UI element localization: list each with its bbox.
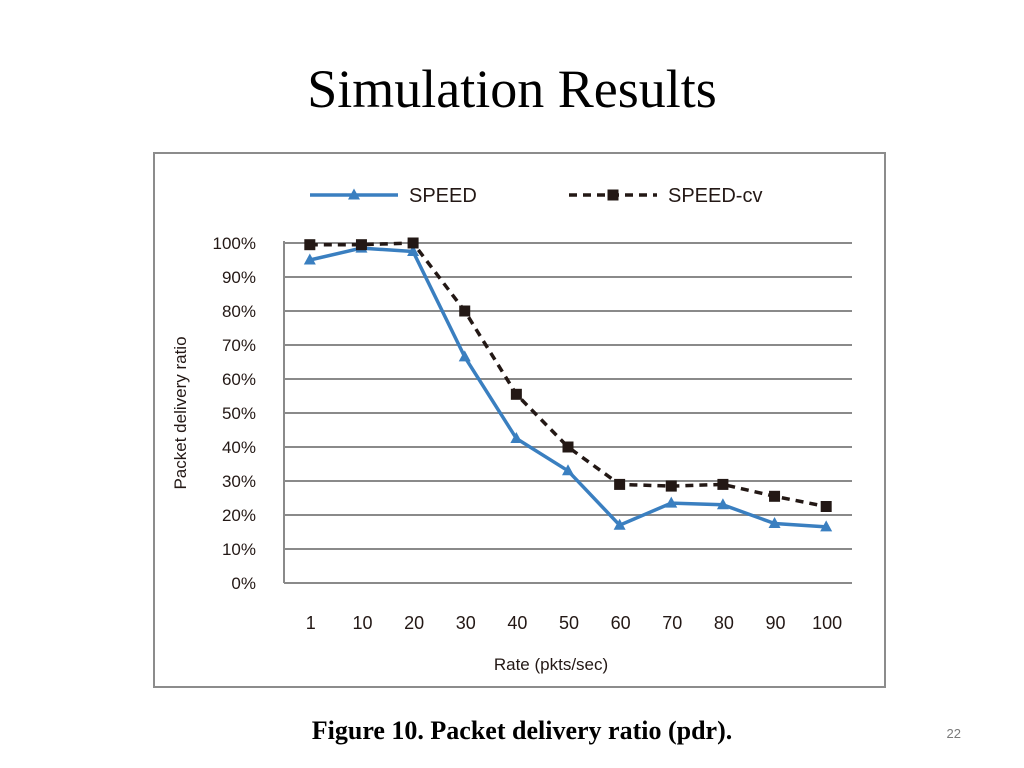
data-point-speed [510, 432, 523, 443]
data-point-speed [716, 498, 729, 510]
series-line-speed-cv [309, 241, 827, 509]
x-tick-label: 70 [662, 613, 682, 633]
page-number: 22 [946, 726, 961, 741]
x-tick-label: 40 [507, 613, 527, 633]
y-tick-label: 10% [222, 540, 256, 559]
data-point-speed [407, 245, 420, 256]
y-tick-label: 0% [231, 574, 256, 593]
line-chart: 0% 10% 20% 30% 40% 50% 60% 70% 80% 90% 100% 1 10 20 30… [171, 185, 852, 674]
x-axis-title: Rate (pkts/sec) [494, 655, 608, 674]
chart-frame: 0% 10% 20% 30% 40% 50% 60% 70% 80% 90% 100% 1 10 20 30… [153, 152, 886, 688]
data-point-speed-cv [769, 490, 781, 502]
y-tick-label: 20% [222, 506, 256, 525]
legend-label: SPEED-cv [668, 185, 762, 207]
data-point-speed-cv [562, 441, 574, 453]
x-tick-label: 30 [456, 613, 476, 633]
data-point-speed [665, 496, 678, 508]
slide-title: Simulation Results [307, 59, 717, 119]
legend-marker [348, 188, 360, 200]
legend-label: SPEED [409, 185, 477, 207]
y-tick-label: 50% [222, 404, 256, 423]
data-point-speed [768, 517, 781, 528]
x-tick-label: 20 [404, 613, 424, 633]
data-point-speed-cv [355, 239, 367, 251]
y-tick-label: 70% [222, 336, 256, 355]
y-tick-label: 100% [213, 234, 256, 253]
x-tick-label: 60 [611, 613, 631, 633]
x-tick-label: 100 [812, 613, 842, 633]
data-point-speed-cv [510, 388, 522, 400]
x-tick-label: 80 [714, 613, 734, 633]
data-point-speed-cv [665, 480, 677, 492]
data-point-speed-cv [407, 237, 419, 249]
data-point-speed [458, 350, 471, 362]
x-tick-label: 1 [306, 613, 316, 633]
data-point-speed [303, 253, 316, 265]
y-tick-label: 90% [222, 268, 256, 287]
y-tick-label: 80% [222, 302, 256, 321]
data-point-speed [613, 518, 626, 530]
data-point-speed-cv [304, 239, 316, 251]
data-point-speed [820, 520, 833, 532]
series-line-speed [309, 246, 827, 529]
x-tick-label: 90 [766, 613, 786, 633]
data-point-speed-cv [614, 478, 626, 490]
y-tick-label: 40% [222, 438, 256, 457]
y-tick-label: 30% [222, 472, 256, 491]
figure-caption: Figure 10. Packet delivery ratio (pdr). [311, 716, 733, 745]
data-point-speed-cv [717, 478, 729, 490]
data-point-speed [562, 464, 574, 476]
x-tick-label: 50 [559, 613, 579, 633]
x-tick-label: 10 [352, 613, 372, 633]
legend-marker [607, 189, 619, 201]
data-point-speed-cv [820, 501, 832, 512]
y-axis-title: Packet delivery ratio [171, 336, 190, 489]
y-tick-label: 60% [222, 370, 256, 389]
data-point-speed-cv [459, 305, 471, 317]
